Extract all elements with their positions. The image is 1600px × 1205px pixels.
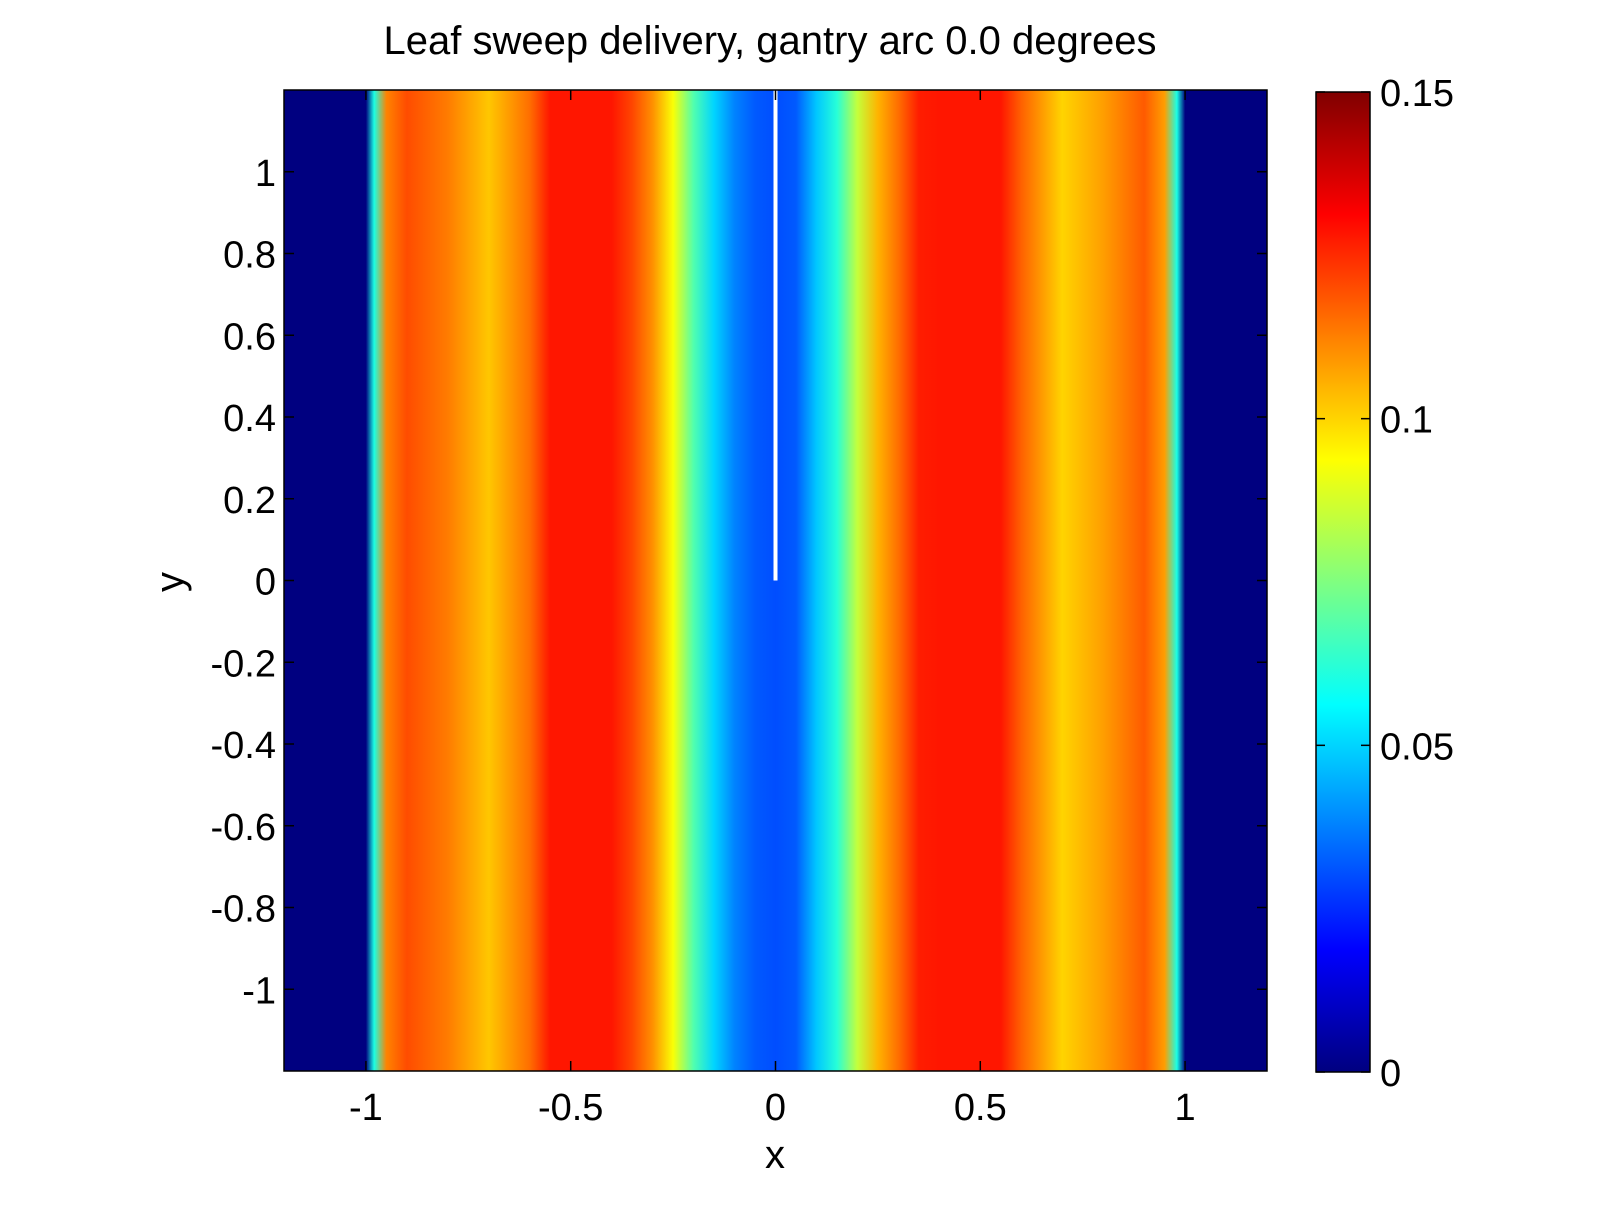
colorbar-tick-label: 0 — [1380, 1053, 1401, 1095]
colorbar-frame — [1315, 91, 1371, 1073]
y-tick-label: 1 — [255, 153, 276, 195]
x-tick-label: -0.5 — [538, 1087, 603, 1129]
colorbar-tick-label: 0.1 — [1380, 400, 1433, 442]
x-axis-label: x — [765, 1133, 785, 1177]
chart-title: Leaf sweep delivery, gantry arc 0.0 degr… — [383, 19, 1156, 63]
colorbar-tick-label: 0.05 — [1380, 726, 1454, 768]
colorbar-axis: 0 0.05 0.1 0.15 — [1316, 73, 1454, 1095]
y-tick-label: 0.8 — [223, 235, 276, 277]
colorbar-tick-label: 0.15 — [1380, 73, 1454, 115]
colorbar — [1316, 92, 1370, 1072]
y-tick-label: 0 — [255, 562, 276, 604]
y-axis-label: y — [148, 572, 192, 592]
y-tick-label: -0.8 — [211, 889, 276, 931]
x-tick-label: 0.5 — [954, 1087, 1007, 1129]
x-axis: -1 -0.5 0 0.5 1 — [349, 90, 1196, 1129]
y-tick-label: 0.2 — [223, 480, 276, 522]
y-tick-label: 0.4 — [223, 398, 276, 440]
y-tick-label: 0.6 — [223, 316, 276, 358]
y-tick-label: -1 — [242, 970, 276, 1012]
y-tick-label: -0.4 — [211, 725, 276, 767]
x-tick-label: 0 — [765, 1087, 786, 1129]
x-tick-label: -1 — [349, 1087, 383, 1129]
y-axis: 1 0.8 0.6 0.4 0.2 0 -0.2 -0.4 -0.6 -0.8 -1 — [211, 153, 1267, 1012]
y-tick-label: -0.6 — [211, 807, 276, 849]
y-tick-label: -0.2 — [211, 643, 276, 685]
x-tick-label: 1 — [1175, 1087, 1196, 1129]
